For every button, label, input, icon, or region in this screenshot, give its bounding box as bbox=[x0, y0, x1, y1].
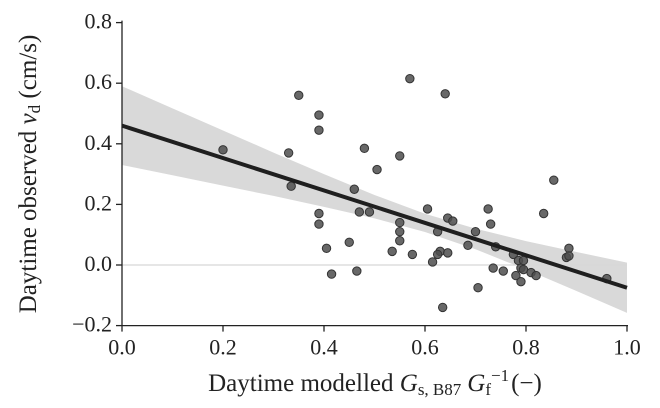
data-point bbox=[564, 251, 574, 261]
x-tick-label: 0.0 bbox=[108, 335, 136, 360]
data-point bbox=[294, 90, 304, 101]
data-point bbox=[286, 181, 296, 191]
y-tick-label: 0.8 bbox=[85, 9, 113, 34]
data-point bbox=[407, 249, 418, 260]
data-point bbox=[395, 151, 405, 161]
data-point bbox=[359, 143, 370, 154]
data-point bbox=[443, 248, 453, 258]
data-point bbox=[314, 110, 324, 120]
y-tick-label: 0.2 bbox=[85, 190, 113, 215]
data-point bbox=[473, 283, 483, 293]
data-point bbox=[283, 148, 294, 158]
y-label-part: (cm/s) bbox=[15, 35, 42, 105]
data-point bbox=[549, 175, 559, 185]
data-point bbox=[395, 226, 405, 237]
x-label-part: G bbox=[467, 370, 485, 397]
data-point bbox=[314, 125, 324, 135]
data-point bbox=[483, 204, 493, 214]
data-point bbox=[395, 236, 405, 246]
y-axis-label: Daytime observed vd (cm/s) bbox=[15, 35, 44, 314]
data-point bbox=[432, 249, 443, 260]
y-tick-label: 0.4 bbox=[85, 130, 113, 155]
x-tick-label: 0.6 bbox=[411, 335, 439, 360]
confidence-band bbox=[122, 86, 627, 313]
data-point bbox=[218, 145, 228, 155]
data-point bbox=[354, 207, 365, 217]
data-point bbox=[422, 204, 433, 214]
data-point bbox=[470, 226, 481, 237]
x-tick-label: 0.2 bbox=[209, 335, 237, 360]
x-label-part: f bbox=[485, 380, 491, 399]
x-axis-label: Daytime modelled Gs, B87 Gf−1(−) bbox=[208, 366, 542, 399]
data-point bbox=[488, 263, 498, 273]
y-label-part: v bbox=[15, 112, 42, 124]
data-point bbox=[427, 257, 438, 267]
x-label-part: s, B87 bbox=[418, 380, 462, 399]
data-point bbox=[405, 73, 415, 84]
y-tick-label: −0.2 bbox=[72, 312, 112, 337]
data-point bbox=[437, 302, 448, 313]
y-tick-label: 0.0 bbox=[85, 251, 113, 276]
data-point bbox=[364, 207, 375, 217]
data-point bbox=[440, 89, 450, 99]
x-tick-label: 0.4 bbox=[310, 335, 338, 360]
x-label-part: Daytime modelled bbox=[208, 370, 400, 397]
x-tick-label: 1.0 bbox=[613, 335, 641, 360]
data-point bbox=[516, 276, 526, 287]
data-point bbox=[314, 219, 324, 229]
y-label-part: d bbox=[25, 104, 44, 113]
data-point bbox=[314, 208, 324, 219]
data-point bbox=[344, 237, 354, 247]
data-point bbox=[387, 246, 397, 257]
data-point bbox=[349, 184, 359, 194]
data-point bbox=[531, 270, 541, 281]
data-point bbox=[485, 219, 496, 229]
data-point bbox=[448, 216, 458, 226]
x-label-part: −1 bbox=[491, 366, 509, 385]
data-point bbox=[538, 208, 549, 219]
data-point bbox=[395, 217, 405, 228]
regression-line bbox=[121, 123, 628, 290]
data-point bbox=[321, 243, 332, 254]
data-point bbox=[326, 269, 337, 279]
x-label-part: (−) bbox=[511, 370, 542, 397]
data-point bbox=[372, 164, 382, 175]
x-label-part: G bbox=[400, 370, 418, 397]
x-tick-label: 0.8 bbox=[512, 335, 540, 360]
data-point bbox=[498, 266, 508, 276]
y-label-part: Daytime observed bbox=[15, 124, 42, 313]
data-point bbox=[352, 266, 362, 276]
data-point bbox=[511, 270, 521, 281]
y-tick-label: 0.6 bbox=[85, 69, 113, 94]
data-point bbox=[463, 240, 473, 251]
